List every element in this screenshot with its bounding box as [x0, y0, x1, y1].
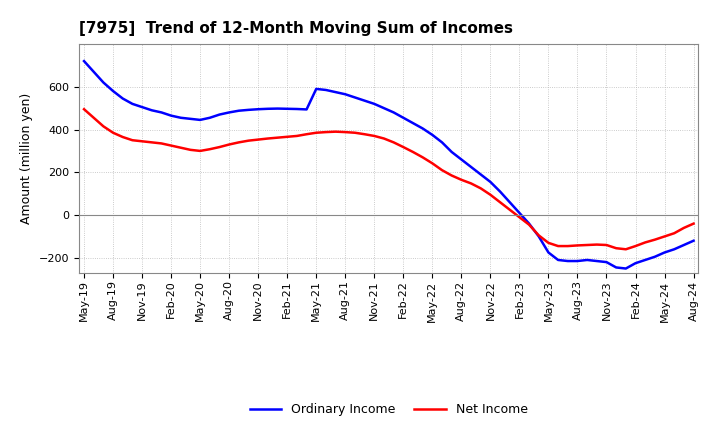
Ordinary Income [80, 59, 89, 64]
Legend: Ordinary Income, Net Income: Ordinary Income, Net Income [245, 398, 533, 421]
Net Income [157, 141, 166, 146]
Ordinary Income [379, 106, 388, 111]
Net Income [467, 181, 475, 186]
Net Income [418, 155, 427, 160]
Net Income [621, 247, 630, 252]
Ordinary Income [467, 164, 475, 169]
Text: [7975]  Trend of 12-Month Moving Sum of Incomes: [7975] Trend of 12-Month Moving Sum of I… [79, 21, 513, 36]
Ordinary Income [331, 89, 340, 95]
Y-axis label: Amount (million yen): Amount (million yen) [20, 93, 33, 224]
Net Income [379, 136, 388, 141]
Net Income [689, 221, 698, 226]
Ordinary Income [621, 266, 630, 271]
Line: Ordinary Income: Ordinary Income [84, 61, 693, 268]
Line: Net Income: Net Income [84, 109, 693, 249]
Ordinary Income [689, 238, 698, 243]
Net Income [477, 186, 485, 191]
Net Income [331, 129, 340, 134]
Net Income [80, 106, 89, 112]
Ordinary Income [418, 126, 427, 131]
Ordinary Income [157, 110, 166, 115]
Ordinary Income [477, 172, 485, 177]
